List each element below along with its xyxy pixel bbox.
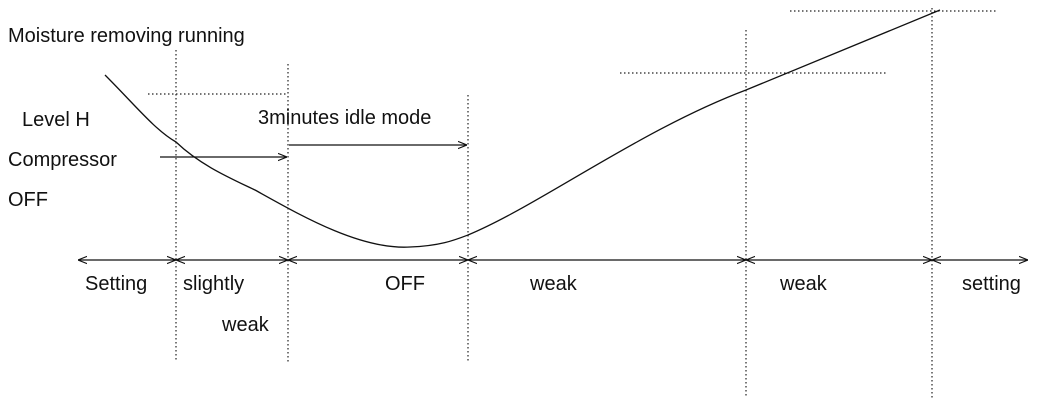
segment-label: slightly bbox=[183, 273, 244, 295]
humidity-curve bbox=[104, 9, 941, 248]
segment-label: setting bbox=[962, 273, 1021, 295]
label: OFF bbox=[8, 189, 48, 211]
label: 3minutes idle mode bbox=[258, 107, 431, 129]
label: Compressor bbox=[8, 149, 117, 171]
segment-label: weak bbox=[529, 273, 578, 295]
segment-label: weak bbox=[779, 273, 828, 295]
segment-label: weak bbox=[221, 314, 270, 336]
segment-label: OFF bbox=[385, 273, 425, 295]
title: Moisture removing running bbox=[8, 25, 245, 47]
label: Level H bbox=[22, 109, 90, 131]
segment-label: Setting bbox=[85, 273, 147, 295]
